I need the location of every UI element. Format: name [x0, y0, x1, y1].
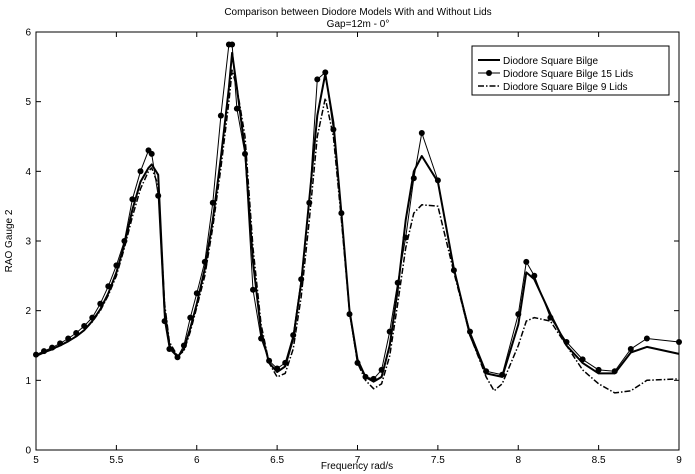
data-point-15-lids — [113, 262, 120, 269]
series-line-9-lids — [35, 69, 680, 394]
data-point-15-lids — [314, 76, 321, 83]
legend-label-9-lids: Diodore Square Bilge 9 Lids — [503, 82, 628, 93]
data-point-15-lids — [563, 339, 570, 345]
data-point-15-lids — [258, 335, 265, 342]
legend-marker-15-lids — [486, 70, 492, 76]
data-point-15-lids — [209, 199, 216, 206]
data-point-15-lids — [523, 258, 530, 265]
legend-box — [471, 45, 670, 96]
y-tick-label: 2 — [25, 306, 31, 317]
data-point-15-lids — [643, 335, 650, 342]
data-point-15-lids — [49, 344, 56, 351]
data-point-15-lids — [394, 279, 401, 286]
data-point-15-lids — [187, 314, 194, 321]
data-point-15-lids — [229, 41, 236, 48]
data-point-15-lids — [274, 365, 281, 372]
y-axis: 0 1 2 3 4 5 6 — [25, 28, 679, 457]
data-point-15-lids — [410, 175, 417, 182]
y-tick-label: 3 — [25, 237, 31, 248]
data-point-15-lids — [547, 314, 554, 321]
data-point-15-lids — [250, 286, 256, 293]
y-tick-label: 4 — [25, 167, 31, 178]
data-point-15-lids — [41, 348, 47, 355]
x-axis-label: Frequency rad/s — [321, 461, 393, 472]
plot-area — [35, 31, 680, 451]
legend-label-square-bilge: Diodore Square Bilge — [503, 56, 598, 67]
data-point-15-lids — [531, 272, 538, 279]
x-tick-label: 8 — [515, 455, 521, 466]
data-point-15-lids — [338, 210, 345, 217]
data-point-15-lids — [105, 283, 112, 290]
y-tick-label: 6 — [25, 28, 31, 39]
data-point-15-lids — [386, 328, 393, 335]
data-point-15-lids — [418, 130, 425, 136]
data-point-15-lids — [174, 354, 181, 361]
data-point-15-lids — [217, 112, 224, 119]
chart-subtitle: Gap=12m - 0° — [327, 19, 390, 30]
legend: Diodore Square Bilge Diodore Square Bilg… — [471, 45, 670, 96]
data-point-15-lids — [148, 150, 155, 157]
data-point-15-lids — [627, 346, 634, 352]
x-tick-label: 9 — [676, 455, 682, 466]
data-point-15-lids — [467, 328, 473, 335]
data-point-15-lids — [97, 300, 104, 307]
x-tick-label: 7 — [355, 455, 361, 466]
y-axis-label: RAO Gauge 2 — [4, 209, 15, 272]
y-tick-label: 1 — [25, 376, 31, 387]
data-point-15-lids — [499, 371, 506, 378]
data-point-15-lids — [595, 366, 602, 373]
data-point-15-lids — [193, 290, 200, 297]
data-point-15-lids — [166, 346, 173, 352]
data-point-15-lids — [515, 311, 522, 318]
data-point-15-lids — [370, 375, 377, 382]
data-point-15-lids — [161, 318, 168, 325]
chart-title: Comparison between Diodore Models With a… — [224, 7, 491, 18]
x-axis: 5 5.5 6 6.5 7 7.5 8 8.5 9 — [33, 32, 682, 466]
data-point-15-lids — [290, 332, 297, 339]
data-point-15-lids — [322, 69, 329, 76]
y-tick-label: 5 — [25, 97, 31, 108]
series-layer — [33, 41, 682, 394]
data-point-15-lids — [378, 366, 385, 373]
data-point-15-lids — [434, 177, 441, 184]
data-point-15-lids — [33, 351, 39, 358]
data-point-15-lids — [233, 105, 240, 112]
data-point-15-lids — [483, 368, 490, 375]
data-point-15-lids — [137, 168, 144, 175]
x-tick-label: 6.5 — [270, 455, 284, 466]
x-tick-label: 5.5 — [109, 455, 123, 466]
x-tick-label: 6 — [194, 455, 200, 466]
x-tick-label: 7.5 — [431, 455, 445, 466]
data-point-15-lids — [282, 359, 289, 366]
legend-label-15-lids: Diodore Square Bilge 15 Lids — [503, 69, 633, 80]
data-point-15-lids — [129, 196, 136, 203]
x-tick-label: 8.5 — [592, 455, 606, 466]
data-point-15-lids — [676, 339, 682, 345]
data-point-15-lids — [611, 368, 618, 375]
y-tick-label: 0 — [25, 446, 31, 457]
data-point-15-lids — [81, 323, 88, 329]
data-point-15-lids — [579, 356, 586, 363]
x-tick-label: 5 — [33, 455, 39, 466]
